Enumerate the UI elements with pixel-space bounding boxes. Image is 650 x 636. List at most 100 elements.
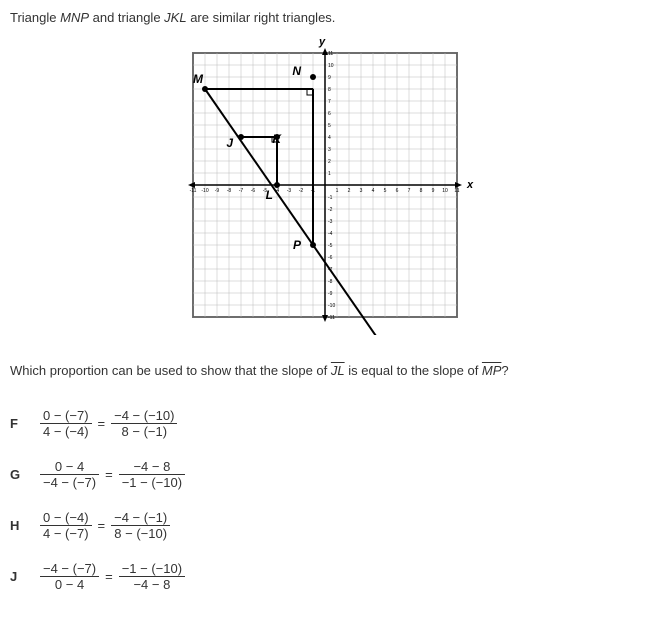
svg-text:-10: -10 xyxy=(201,188,208,194)
svg-text:6: 6 xyxy=(328,111,331,117)
svg-text:P: P xyxy=(293,238,302,252)
svg-text:-1: -1 xyxy=(328,195,333,201)
svg-text:-2: -2 xyxy=(328,207,333,213)
fraction-right: −1 − (−10)−4 − 8 xyxy=(119,561,185,592)
svg-text:7: 7 xyxy=(408,188,411,194)
svg-text:3: 3 xyxy=(328,147,331,153)
svg-text:-8: -8 xyxy=(328,279,333,285)
svg-text:M: M xyxy=(193,72,204,86)
choice-label: F xyxy=(10,398,40,449)
equals-sign: = xyxy=(98,518,106,533)
equals-sign: = xyxy=(105,569,113,584)
numerator: −1 − (−10) xyxy=(119,561,185,577)
svg-text:5: 5 xyxy=(384,188,387,194)
svg-text:6: 6 xyxy=(396,188,399,194)
equals-sign: = xyxy=(98,416,106,431)
svg-text:N: N xyxy=(292,64,301,78)
svg-text:1: 1 xyxy=(336,188,339,194)
numerator: −4 − 8 xyxy=(119,459,185,475)
question-p3: ? xyxy=(501,363,508,378)
numerator: −4 − (−1) xyxy=(111,510,170,526)
question-text: Which proportion can be used to show tha… xyxy=(10,363,640,378)
svg-text:K: K xyxy=(272,132,282,146)
question-p2: is equal to the slope of xyxy=(345,363,482,378)
coordinate-graph: -11-11-10-10-9-9-8-8-7-7-6-6-5-5-4-4-3-3… xyxy=(175,35,475,335)
svg-text:x: x xyxy=(466,179,474,191)
svg-text:10: 10 xyxy=(328,63,334,69)
fraction-left: 0 − 4−4 − (−7) xyxy=(40,459,99,490)
svg-text:11: 11 xyxy=(328,51,333,57)
segment-mp: MP xyxy=(482,363,502,378)
fraction-left: 0 − (−7)4 − (−4) xyxy=(40,408,92,439)
intro-t2: JKL xyxy=(164,10,186,25)
choice-row[interactable]: G0 − 4−4 − (−7) = −4 − 8−1 − (−10) xyxy=(10,449,191,500)
fraction-left: −4 − (−7)0 − 4 xyxy=(40,561,99,592)
intro-prefix: Triangle xyxy=(10,10,60,25)
svg-text:8: 8 xyxy=(328,87,331,93)
intro-mid: and triangle xyxy=(89,10,164,25)
fraction-right: −4 − (−10)8 − (−1) xyxy=(111,408,177,439)
choice-label: J xyxy=(10,551,40,602)
numerator: 0 − (−4) xyxy=(40,510,92,526)
svg-text:-10: -10 xyxy=(328,303,335,309)
choice-body: −4 − (−7)0 − 4 = −1 − (−10)−4 − 8 xyxy=(40,551,191,602)
question-p1: Which proportion can be used to show tha… xyxy=(10,363,331,378)
choice-body: 0 − 4−4 − (−7) = −4 − 8−1 − (−10) xyxy=(40,449,191,500)
svg-text:-5: -5 xyxy=(328,243,333,249)
denominator: 8 − (−10) xyxy=(111,526,170,541)
denominator: 8 − (−1) xyxy=(111,424,177,439)
svg-text:J: J xyxy=(226,136,233,150)
svg-text:1: 1 xyxy=(328,171,331,177)
numerator: −4 − (−10) xyxy=(111,408,177,424)
svg-text:3: 3 xyxy=(360,188,363,194)
answer-choices: F0 − (−7)4 − (−4)=−4 − (−10)8 − (−1)G0 −… xyxy=(10,398,191,602)
denominator: −1 − (−10) xyxy=(119,475,185,490)
svg-text:5: 5 xyxy=(328,123,331,129)
svg-text:-2: -2 xyxy=(299,188,304,194)
svg-text:-11: -11 xyxy=(190,188,197,194)
svg-text:4: 4 xyxy=(328,135,331,141)
choice-label: G xyxy=(10,449,40,500)
choice-row[interactable]: H0 − (−4)4 − (−7) = −4 − (−1)8 − (−10) xyxy=(10,500,191,551)
svg-text:-7: -7 xyxy=(239,188,244,194)
segment-jl: JL xyxy=(331,363,345,378)
svg-text:-9: -9 xyxy=(215,188,220,194)
svg-text:-3: -3 xyxy=(287,188,292,194)
fraction-right: −4 − 8−1 − (−10) xyxy=(119,459,185,490)
svg-text:11: 11 xyxy=(454,188,459,194)
fraction-left: 0 − (−4)4 − (−7) xyxy=(40,510,92,541)
choice-body: 0 − (−4)4 − (−7) = −4 − (−1)8 − (−10) xyxy=(40,500,191,551)
svg-text:4: 4 xyxy=(372,188,375,194)
svg-text:-4: -4 xyxy=(328,231,333,237)
svg-text:L: L xyxy=(266,188,273,202)
intro-t1: MNP xyxy=(60,10,89,25)
svg-text:2: 2 xyxy=(328,159,331,165)
svg-text:7: 7 xyxy=(328,99,331,105)
svg-text:-9: -9 xyxy=(328,291,333,297)
svg-text:9: 9 xyxy=(328,75,331,81)
svg-text:10: 10 xyxy=(442,188,448,194)
fraction-right: −4 − (−1)8 − (−10) xyxy=(111,510,170,541)
svg-text:8: 8 xyxy=(420,188,423,194)
graph-container: -11-11-10-10-9-9-8-8-7-7-6-6-5-5-4-4-3-3… xyxy=(10,35,640,338)
choice-row[interactable]: F0 − (−7)4 − (−4) = −4 − (−10)8 − (−1) xyxy=(10,398,191,449)
svg-text:-6: -6 xyxy=(251,188,256,194)
denominator: −4 − 8 xyxy=(119,577,185,592)
svg-text:-8: -8 xyxy=(227,188,232,194)
denominator: 4 − (−4) xyxy=(40,424,92,439)
svg-text:9: 9 xyxy=(432,188,435,194)
svg-text:y: y xyxy=(318,36,326,48)
choice-body: 0 − (−7)4 − (−4) = −4 − (−10)8 − (−1) xyxy=(40,398,191,449)
intro-suffix: are similar right triangles. xyxy=(187,10,336,25)
svg-text:-6: -6 xyxy=(328,255,333,261)
svg-text:-11: -11 xyxy=(328,315,335,321)
numerator: 0 − (−7) xyxy=(40,408,92,424)
numerator: 0 − 4 xyxy=(40,459,99,475)
choice-row[interactable]: J−4 − (−7)0 − 4 = −1 − (−10)−4 − 8 xyxy=(10,551,191,602)
choice-label: H xyxy=(10,500,40,551)
equals-sign: = xyxy=(105,467,113,482)
intro-text: Triangle MNP and triangle JKL are simila… xyxy=(10,10,640,25)
denominator: −4 − (−7) xyxy=(40,475,99,490)
svg-text:-3: -3 xyxy=(328,219,333,225)
denominator: 0 − 4 xyxy=(40,577,99,592)
